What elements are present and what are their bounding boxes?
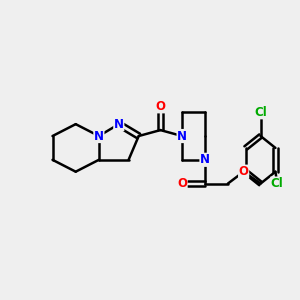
Text: N: N xyxy=(200,153,210,166)
Text: O: O xyxy=(155,100,165,113)
Text: O: O xyxy=(177,177,187,190)
Text: N: N xyxy=(114,118,124,130)
Text: N: N xyxy=(177,130,187,142)
Text: Cl: Cl xyxy=(271,177,284,190)
Text: O: O xyxy=(238,165,249,178)
Text: N: N xyxy=(94,130,104,142)
Text: Cl: Cl xyxy=(254,106,267,119)
